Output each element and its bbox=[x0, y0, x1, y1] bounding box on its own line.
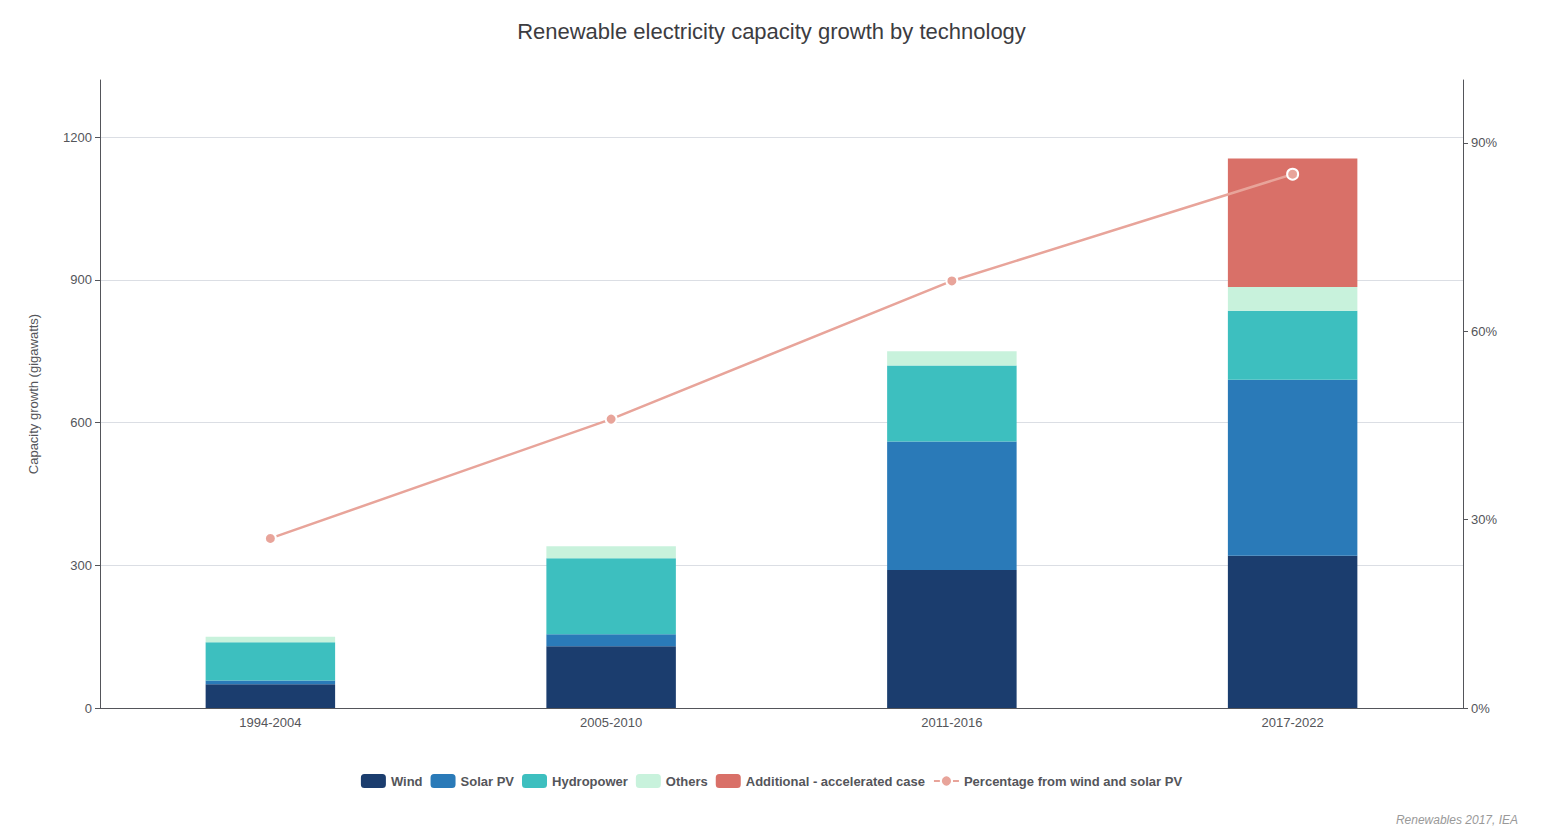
svg-text:Solar PV: Solar PV bbox=[461, 774, 515, 789]
svg-text:2005-2010: 2005-2010 bbox=[580, 715, 642, 730]
svg-text:2017-2022: 2017-2022 bbox=[1262, 715, 1324, 730]
svg-text:Others: Others bbox=[666, 774, 708, 789]
svg-text:Capacity growth (gigawatts): Capacity growth (gigawatts) bbox=[26, 314, 41, 474]
svg-text:Additional - accelerated case: Additional - accelerated case bbox=[746, 774, 925, 789]
svg-text:2011-2016: 2011-2016 bbox=[921, 715, 982, 730]
svg-text:1994-2004: 1994-2004 bbox=[239, 715, 301, 730]
svg-text:600: 600 bbox=[70, 415, 92, 430]
svg-text:1200: 1200 bbox=[63, 130, 92, 145]
svg-text:30%: 30% bbox=[1471, 512, 1497, 527]
svg-text:60%: 60% bbox=[1471, 324, 1497, 339]
svg-text:Renewables 2017, IEA: Renewables 2017, IEA bbox=[1396, 813, 1518, 827]
svg-text:Hydropower: Hydropower bbox=[552, 774, 628, 789]
svg-text:Percentage from wind and solar: Percentage from wind and solar PV bbox=[964, 774, 1182, 789]
svg-text:90%: 90% bbox=[1471, 135, 1497, 150]
svg-text:900: 900 bbox=[70, 272, 92, 287]
svg-text:0: 0 bbox=[85, 701, 92, 716]
svg-text:300: 300 bbox=[70, 558, 92, 573]
svg-text:0%: 0% bbox=[1471, 701, 1490, 716]
svg-text:Wind: Wind bbox=[391, 774, 423, 789]
svg-text:Renewable electricity capacity: Renewable electricity capacity growth by… bbox=[517, 19, 1026, 44]
